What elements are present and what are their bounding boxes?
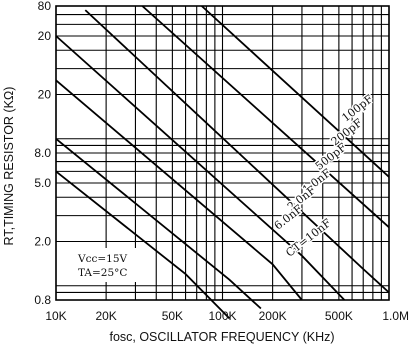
conditions-box: Vcc=15V TA=25°C — [74, 248, 148, 282]
x-tick-label-1: 20K — [95, 309, 116, 323]
condition-vcc: Vcc=15V — [77, 253, 128, 265]
y-axis-title: RT,TIMING RESISTOR (KΩ) — [2, 87, 16, 246]
x-axis-title: fosc, OSCILLATOR FREQUENCY (KHz) — [109, 330, 334, 344]
series-line-1 — [55, 138, 262, 310]
y-tick-label-4: 20 — [38, 88, 52, 102]
x-tick-label-4: 200K — [259, 309, 287, 323]
y-tick-label-3: 8.0 — [34, 146, 51, 160]
plot-frame — [55, 5, 390, 301]
series-line-6 — [201, 5, 390, 178]
x-tick-label-3: 100K — [208, 309, 236, 323]
y-tick-label-5: 80 — [38, 0, 52, 13]
series-line-0 — [55, 170, 231, 320]
x-tick-label-2: 50K — [162, 309, 183, 323]
series-line-5 — [141, 5, 390, 228]
y-tick-label-0: 0.8 — [34, 293, 51, 307]
series-line-4 — [84, 9, 390, 294]
y-tick-label-1: 2.0 — [34, 235, 51, 249]
x-tick-label-5: 500K — [325, 309, 353, 323]
x-tick-label-6: 1.0M — [382, 309, 409, 323]
y-tick-label-2: 5.0 — [34, 176, 51, 190]
y-tick-label-6: 20 — [38, 29, 52, 43]
series-line-3 — [55, 35, 346, 301]
series-line-2 — [55, 79, 303, 301]
conditions-backdrop — [74, 248, 148, 282]
tick-labels: 10K 20K 50K 100K 200K 500K 1.0M 0.8 2.0 5.0 8.0 20 8… — [34, 0, 409, 323]
x-tick-label-0: 10K — [45, 309, 66, 323]
condition-ta: TA=25°C — [78, 267, 127, 279]
series-group — [55, 5, 390, 320]
